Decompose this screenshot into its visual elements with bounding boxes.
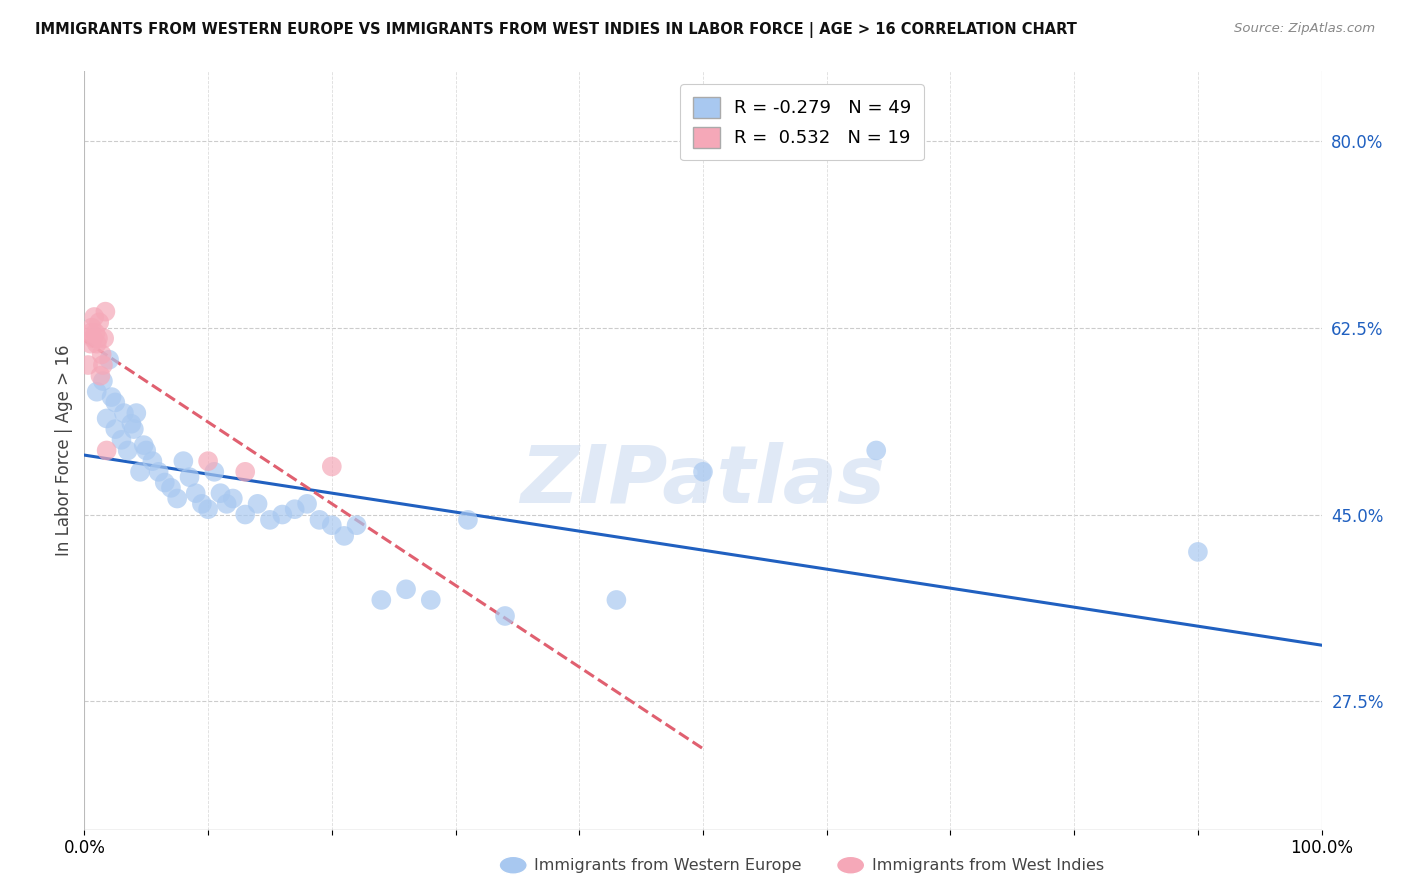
Point bbox=[215, 497, 238, 511]
Point bbox=[87, 331, 110, 345]
Point bbox=[172, 454, 194, 468]
Point bbox=[209, 486, 232, 500]
Point bbox=[86, 336, 108, 351]
Point bbox=[125, 406, 148, 420]
Point bbox=[160, 481, 183, 495]
Point bbox=[197, 502, 219, 516]
Point bbox=[77, 358, 100, 372]
Point bbox=[692, 465, 714, 479]
Point bbox=[90, 347, 112, 361]
Point bbox=[96, 443, 118, 458]
Point bbox=[132, 438, 155, 452]
Point bbox=[395, 582, 418, 597]
Text: IMMIGRANTS FROM WESTERN EUROPE VS IMMIGRANTS FROM WEST INDIES IN LABOR FORCE | A: IMMIGRANTS FROM WESTERN EUROPE VS IMMIGR… bbox=[35, 22, 1077, 38]
Point bbox=[1187, 545, 1209, 559]
Point bbox=[80, 320, 103, 334]
Point bbox=[419, 593, 441, 607]
Point bbox=[79, 326, 101, 340]
Point bbox=[79, 336, 101, 351]
Point bbox=[135, 443, 157, 458]
Point bbox=[233, 508, 256, 522]
Point bbox=[91, 358, 114, 372]
Point bbox=[370, 593, 392, 607]
Point bbox=[321, 459, 343, 474]
Text: Source: ZipAtlas.com: Source: ZipAtlas.com bbox=[1234, 22, 1375, 36]
Point bbox=[166, 491, 188, 506]
Point bbox=[284, 502, 307, 516]
Point bbox=[333, 529, 356, 543]
Point bbox=[148, 465, 170, 479]
Point bbox=[259, 513, 281, 527]
Point bbox=[91, 374, 114, 388]
Point bbox=[89, 315, 111, 329]
Point bbox=[605, 593, 627, 607]
Point bbox=[271, 508, 294, 522]
Point bbox=[122, 422, 145, 436]
Point bbox=[100, 390, 122, 404]
Point bbox=[197, 454, 219, 468]
Point bbox=[104, 422, 127, 436]
Point bbox=[233, 465, 256, 479]
Point bbox=[346, 518, 368, 533]
Point bbox=[117, 443, 139, 458]
Text: ZIPatlas: ZIPatlas bbox=[520, 442, 886, 520]
Y-axis label: In Labor Force | Age > 16: In Labor Force | Age > 16 bbox=[55, 344, 73, 557]
Legend: R = -0.279   N = 49, R =  0.532   N = 19: R = -0.279 N = 49, R = 0.532 N = 19 bbox=[681, 84, 924, 161]
Point bbox=[89, 368, 111, 383]
Point bbox=[120, 417, 142, 431]
Point bbox=[98, 352, 121, 367]
Text: Immigrants from West Indies: Immigrants from West Indies bbox=[872, 858, 1104, 872]
Point bbox=[141, 454, 163, 468]
Point bbox=[246, 497, 269, 511]
Point bbox=[865, 443, 887, 458]
Point bbox=[104, 395, 127, 409]
Point bbox=[222, 491, 245, 506]
Point bbox=[321, 518, 343, 533]
Point bbox=[153, 475, 176, 490]
Point bbox=[494, 609, 516, 624]
Point bbox=[112, 406, 135, 420]
Point bbox=[179, 470, 201, 484]
Point bbox=[96, 411, 118, 425]
Point bbox=[84, 326, 107, 340]
Point bbox=[94, 304, 117, 318]
Point bbox=[308, 513, 330, 527]
Point bbox=[295, 497, 318, 511]
Point bbox=[86, 384, 108, 399]
Point bbox=[93, 331, 115, 345]
Point bbox=[110, 433, 132, 447]
Point bbox=[202, 465, 225, 479]
Point bbox=[129, 465, 152, 479]
Point bbox=[457, 513, 479, 527]
Point bbox=[191, 497, 214, 511]
Point bbox=[82, 331, 104, 345]
Text: Immigrants from Western Europe: Immigrants from Western Europe bbox=[534, 858, 801, 872]
Point bbox=[83, 310, 105, 324]
Point bbox=[184, 486, 207, 500]
